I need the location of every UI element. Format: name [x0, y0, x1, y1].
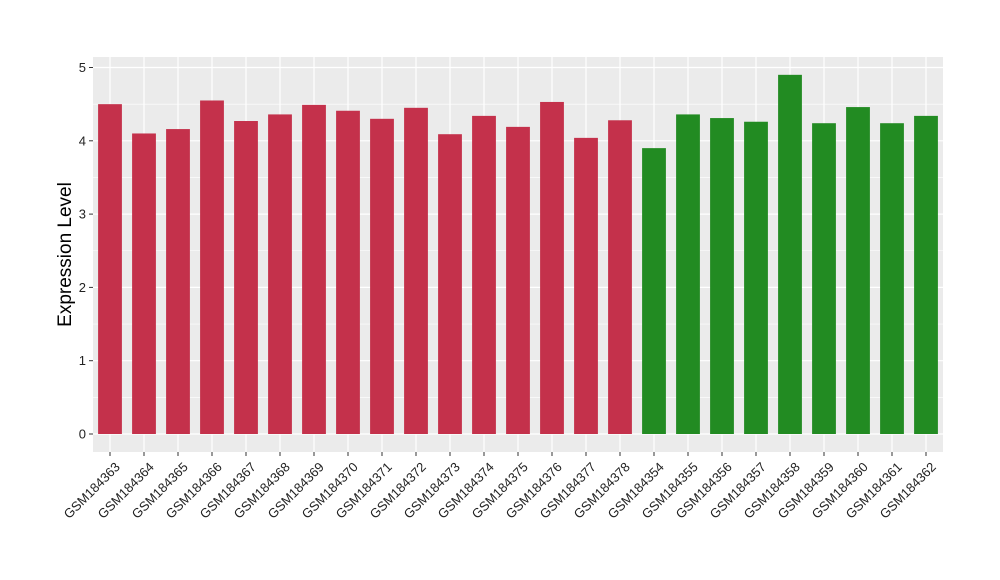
bar-GSM184359 [812, 123, 836, 434]
bar-GSM184367 [234, 121, 258, 434]
bar-GSM184364 [132, 133, 156, 434]
bar-GSM184378 [608, 120, 632, 434]
bar-GSM184361 [880, 123, 904, 434]
bar-GSM184372 [404, 107, 428, 434]
bar-GSM184365 [166, 129, 190, 434]
bar-GSM184354 [642, 148, 666, 434]
bar-GSM184363 [98, 104, 122, 435]
y-tick-label: 4 [79, 133, 86, 148]
y-tick-label: 5 [79, 60, 86, 75]
y-tick-label: 1 [79, 353, 86, 368]
bar-GSM184357 [744, 121, 768, 434]
y-tick-label: 3 [79, 207, 86, 222]
bar-GSM184358 [778, 74, 802, 434]
bar-GSM184362 [914, 115, 938, 435]
y-axis: 0 1 2 3 4 5 [79, 60, 93, 442]
bar-GSM184375 [506, 126, 530, 435]
bar-GSM184377 [574, 137, 598, 435]
y-axis-title: Expression Level [55, 182, 76, 327]
bar-GSM184373 [438, 134, 462, 434]
bar-GSM184369 [302, 104, 326, 435]
bars [98, 74, 938, 435]
bar-GSM184360 [846, 107, 870, 434]
bar-GSM184370 [336, 110, 360, 434]
y-tick-label: 2 [79, 280, 86, 295]
x-axis: GSM184363GSM184364GSM184365GSM184366GSM1… [61, 452, 939, 522]
bar-GSM184371 [370, 118, 394, 434]
bar-GSM184355 [676, 114, 700, 435]
bar-GSM184376 [540, 101, 564, 435]
y-tick-label: 0 [79, 427, 86, 442]
bar-GSM184366 [200, 100, 224, 435]
bar-GSM184368 [268, 114, 292, 435]
bar-GSM184356 [710, 118, 734, 435]
bar-GSM184374 [472, 115, 496, 435]
